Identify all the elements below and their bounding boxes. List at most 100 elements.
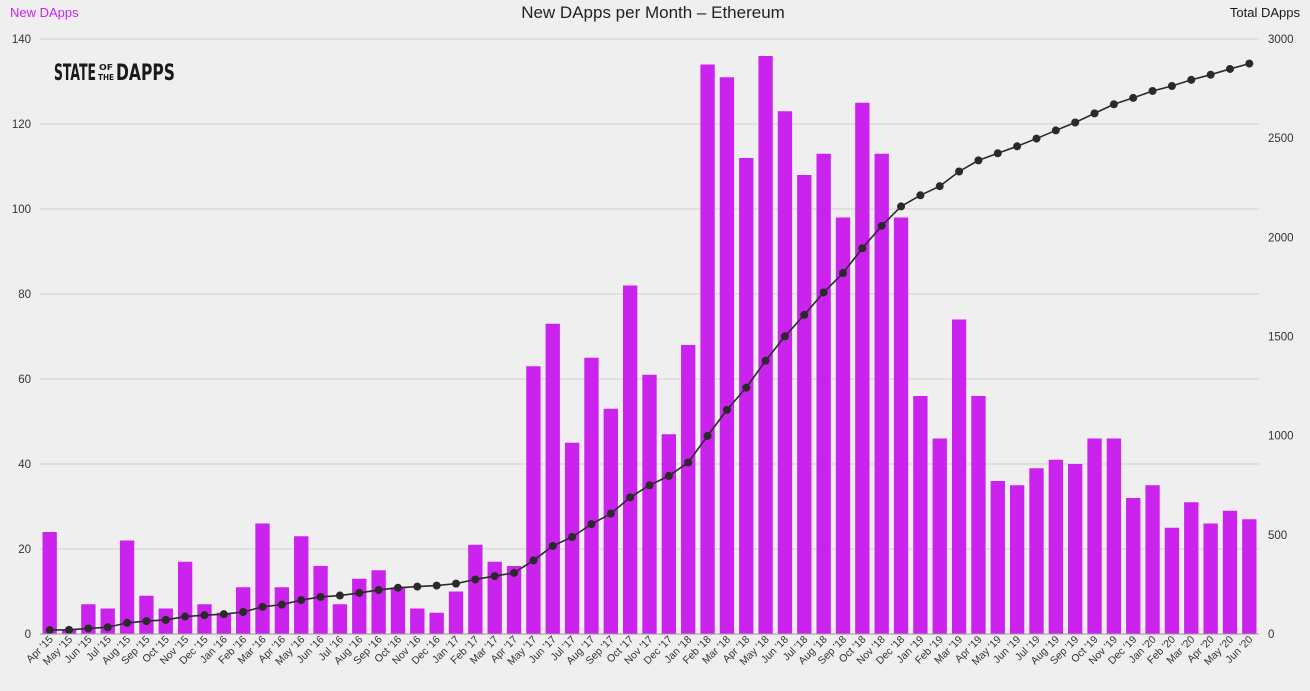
left-tick-label: 100 [12,204,31,216]
bar [468,544,483,634]
line-point [1129,93,1138,102]
bar [1145,485,1160,634]
line-point [626,493,635,502]
bar [448,591,464,634]
line-point [1051,126,1060,135]
bar [951,319,967,634]
line-point [452,579,461,588]
line-point [316,592,325,601]
line-point [297,596,306,605]
line-point [1225,64,1234,73]
bar [429,612,444,634]
bar [274,587,290,634]
bar [719,77,735,634]
line-point [1206,70,1215,79]
line-point [722,405,731,414]
bar [874,153,889,634]
line-point [1109,100,1118,109]
line-point [374,585,383,594]
line-point [974,156,983,165]
bar [990,481,1005,634]
line-point [838,269,847,278]
bar [1184,502,1199,634]
chart-title: New DApps per Month – Ethereum [521,3,785,22]
bar [410,608,425,634]
left-axis-ticks: 0 20 40 60 80 100 120 140 [12,34,31,641]
line-point [490,572,499,581]
left-tick-label: 120 [12,119,31,131]
line-point [510,568,519,577]
bar [506,566,522,634]
bar [816,153,831,634]
right-axis-ticks: 0 500 1000 1500 2000 2500 3000 [1268,34,1294,641]
line-point [258,602,267,611]
bar [1009,485,1025,634]
line-point [1071,118,1080,127]
left-tick-label: 0 [25,629,31,641]
bar [294,536,309,634]
right-tick-label: 1500 [1268,332,1294,344]
left-tick-label: 80 [18,289,31,301]
line-point [645,481,654,490]
bar [81,604,96,634]
bar [835,217,851,634]
line-point [935,182,944,191]
bar [526,366,541,634]
bar [971,396,986,634]
bar [1222,510,1238,634]
bar [758,56,773,634]
right-tick-label: 3000 [1268,34,1294,46]
bar [1087,438,1102,634]
bar [1029,468,1044,634]
bar [177,561,193,634]
bar [797,175,812,634]
bar [622,285,638,634]
line-point [568,533,577,542]
line-point [45,626,54,635]
line-point [84,624,93,633]
line-point [684,458,693,467]
bar [332,604,348,634]
bar [584,357,599,634]
bar [1048,459,1063,634]
line-point [65,625,74,634]
right-tick-label: 2000 [1268,232,1294,244]
bar [661,434,677,634]
line-point [819,288,828,297]
line-point [1167,82,1176,91]
bar [1106,438,1122,634]
line-point [123,618,132,627]
bar [390,587,406,634]
logo-dapps-text: DAPPS [116,61,175,86]
logo-state-text: STATE [54,61,96,86]
line-point [955,167,964,176]
bar [1203,523,1218,634]
bar [681,345,696,634]
line-point [471,575,480,584]
right-tick-label: 0 [1268,629,1274,641]
line-point [277,600,286,609]
line-point [1187,75,1196,84]
bar [700,64,715,634]
line-point [703,431,712,440]
bar [913,396,928,634]
bar [371,570,386,634]
line-point [335,591,344,600]
line-point [606,509,615,518]
line-point [529,556,538,565]
line-point [780,332,789,341]
right-tick-label: 500 [1268,530,1287,542]
right-tick-label: 2500 [1268,133,1294,145]
bar-series-new-dapps [42,56,1257,634]
line-series-total-dapps [45,59,1254,635]
left-tick-label: 20 [18,544,31,556]
line-point [239,607,248,616]
bar [642,374,657,634]
bar [1242,519,1257,634]
line-point [897,202,906,211]
bar [1164,527,1180,634]
line-point [664,471,673,480]
bar [119,540,135,634]
left-tick-label: 60 [18,374,31,386]
